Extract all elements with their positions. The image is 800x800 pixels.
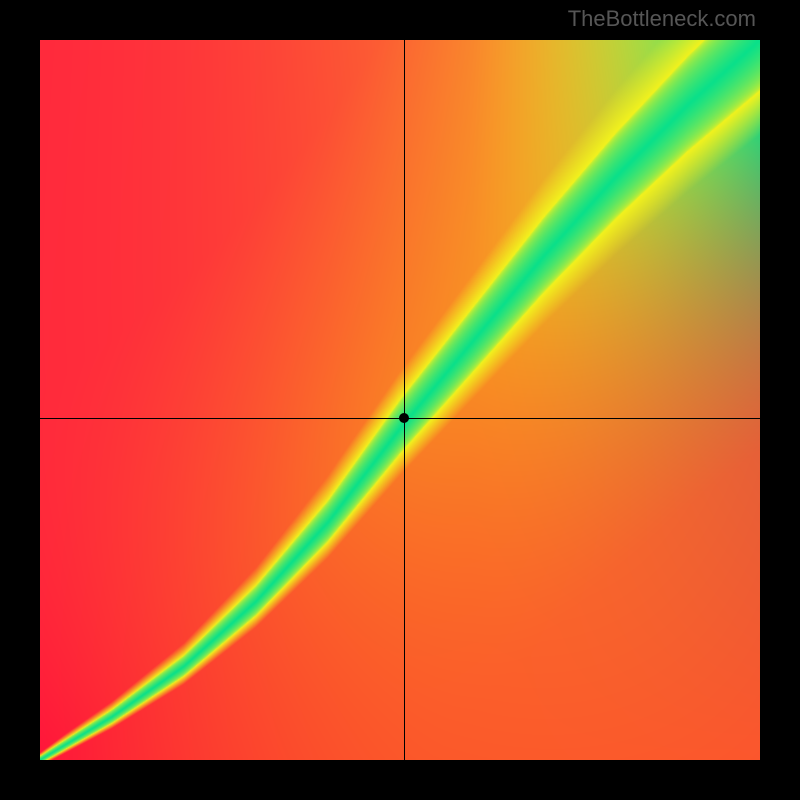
crosshair-marker — [399, 413, 409, 423]
plot-area — [40, 40, 760, 760]
heatmap-canvas — [40, 40, 760, 760]
watermark-text: TheBottleneck.com — [568, 6, 756, 32]
crosshair-vertical — [404, 40, 405, 760]
